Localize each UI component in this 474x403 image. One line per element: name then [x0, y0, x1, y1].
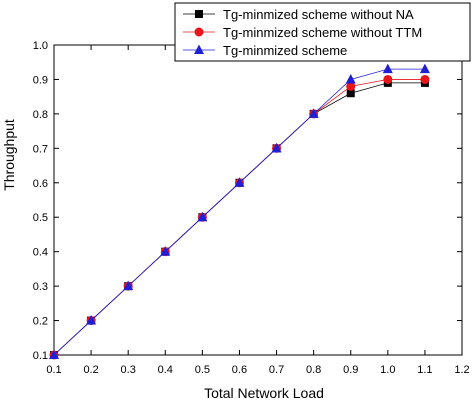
y-tick-label: 0.7 — [33, 143, 48, 155]
data-point — [49, 349, 59, 359]
series-2 — [49, 74, 430, 360]
x-tick-label: 0.3 — [121, 364, 136, 376]
y-tick-label: 0.8 — [33, 109, 48, 121]
x-tick-label: 0.1 — [46, 364, 61, 376]
data-point — [383, 74, 393, 84]
y-tick-label: 0.3 — [33, 281, 48, 293]
y-tick-label: 0.1 — [33, 350, 48, 362]
y-tick-label: 0.4 — [33, 247, 48, 259]
legend-entry-label: Tg-minmized scheme — [223, 43, 347, 58]
y-tick-label: 0.6 — [33, 178, 48, 190]
series-line — [53, 79, 425, 356]
x-tick-label: 0.5 — [195, 364, 210, 376]
data-point — [308, 108, 319, 118]
x-tick-label: 0.2 — [83, 364, 98, 376]
y-tick-label: 0.9 — [33, 74, 48, 86]
legend-marker — [194, 44, 204, 54]
legend-marker — [194, 27, 204, 37]
data-point — [197, 211, 208, 222]
data-point — [346, 89, 355, 98]
x-tick-label: 1.1 — [417, 364, 432, 376]
axes: 0.1 0.2 0.3 0.4 0.5 0.6 0.7 0.8 0.9 1.0 1.1 1.2 0.1 0… — [33, 40, 470, 376]
legend-box — [174, 2, 471, 62]
series-line — [53, 82, 425, 356]
x-tick-label: 0.6 — [232, 364, 247, 376]
data-point — [420, 74, 430, 84]
legend-entry-label: Tg-minmized scheme without NA — [223, 7, 414, 22]
data-point — [123, 280, 134, 291]
data-point — [234, 177, 245, 187]
x-tick-label: 1.0 — [380, 364, 395, 376]
series-3 — [49, 63, 430, 359]
x-tick-label: 0.9 — [343, 364, 358, 376]
x-axis-label: Total Network Load — [204, 385, 324, 401]
plot-frame — [53, 44, 463, 356]
y-tick-label: 0.5 — [33, 212, 48, 224]
y-tick-label: 1.0 — [33, 40, 48, 52]
y-axis-label: Throughput — [1, 119, 17, 191]
series-1 — [50, 78, 429, 359]
legend: Tg-minmized scheme without NA Tg-minmized… — [174, 2, 471, 62]
data-point — [382, 63, 393, 74]
x-tick-label: 0.8 — [306, 364, 321, 376]
legend-entry-label: Tg-minmized scheme without TTM — [223, 25, 422, 40]
legend-marker — [195, 10, 203, 18]
x-tick-label: 1.2 — [454, 364, 469, 376]
data-point — [160, 246, 171, 256]
series-layer — [49, 63, 430, 360]
series-line — [53, 68, 425, 356]
data-point — [271, 142, 282, 153]
data-point — [345, 73, 356, 84]
data-point — [346, 81, 356, 91]
y-tick-label: 0.2 — [33, 316, 48, 328]
data-point — [419, 63, 430, 74]
x-tick-label: 0.7 — [269, 364, 284, 376]
data-point — [86, 315, 97, 325]
x-tick-label: 0.4 — [158, 364, 173, 376]
